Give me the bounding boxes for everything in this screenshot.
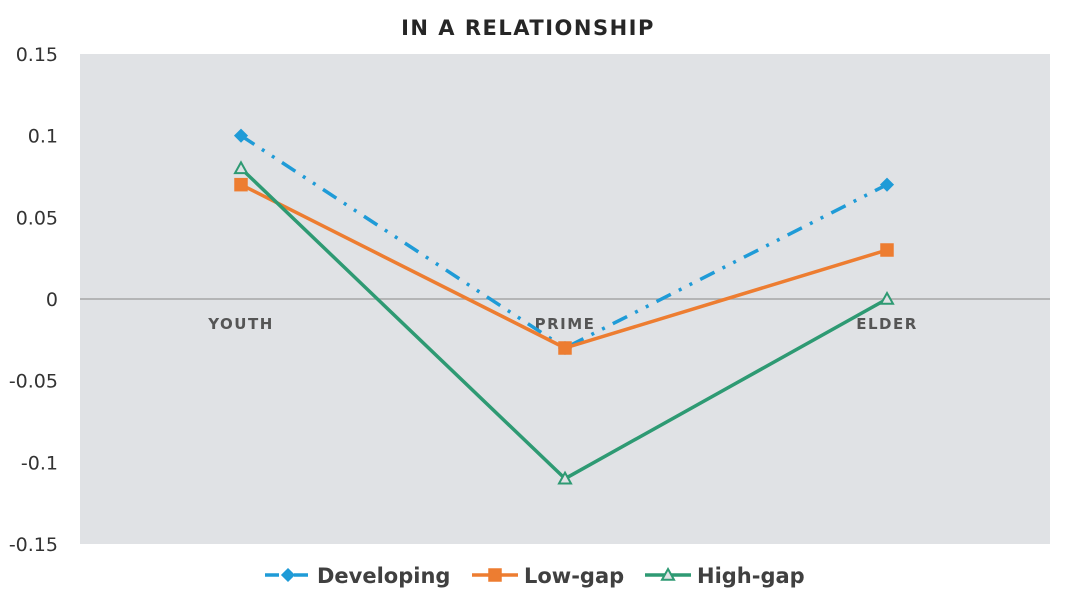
legend-marker [488, 568, 502, 582]
series-high-gap [233, 160, 895, 485]
y-tick-label: 0.05 [16, 207, 58, 229]
legend-item-high-gap: High-gap [645, 564, 805, 588]
data-point-high-gap [879, 290, 895, 305]
y-tick-label: 0.1 [28, 126, 58, 148]
data-point-developing [233, 128, 249, 143]
y-tick-label: 0.15 [16, 44, 58, 66]
y-axis-tick-labels: 0.15 0.1 0.05 0 -0.05 -0.1 -0.15 [9, 44, 58, 556]
chart-title: IN A RELATIONSHIP [401, 16, 655, 40]
series-layer [233, 128, 895, 485]
legend-marker [660, 566, 676, 581]
data-point-high-gap [233, 160, 249, 175]
x-category-label: PRIME [535, 315, 596, 333]
y-tick-label: 0 [46, 289, 58, 311]
y-tick-label: -0.05 [9, 371, 58, 393]
legend: Developing Low-gap High-gap [265, 564, 805, 588]
data-point-low-gap [234, 177, 248, 192]
legend-item-low-gap: Low-gap [472, 564, 624, 588]
x-category-label: ELDER [856, 315, 918, 333]
y-tick-label: -0.1 [21, 452, 58, 474]
legend-item-developing: Developing [265, 564, 450, 588]
series-low-gap [234, 177, 894, 355]
data-point-low-gap [558, 341, 572, 355]
legend-label: High-gap [697, 564, 805, 588]
y-tick-label: -0.15 [9, 534, 58, 556]
data-point-high-gap [557, 470, 573, 485]
legend-label: Developing [317, 564, 450, 588]
x-category-label: YOUTH [207, 315, 274, 333]
legend-label: Low-gap [524, 564, 624, 588]
legend-marker [280, 567, 296, 583]
data-point-developing [879, 177, 895, 192]
data-point-low-gap [880, 243, 894, 257]
x-axis-category-labels: YOUTH PRIME ELDER [207, 315, 918, 333]
